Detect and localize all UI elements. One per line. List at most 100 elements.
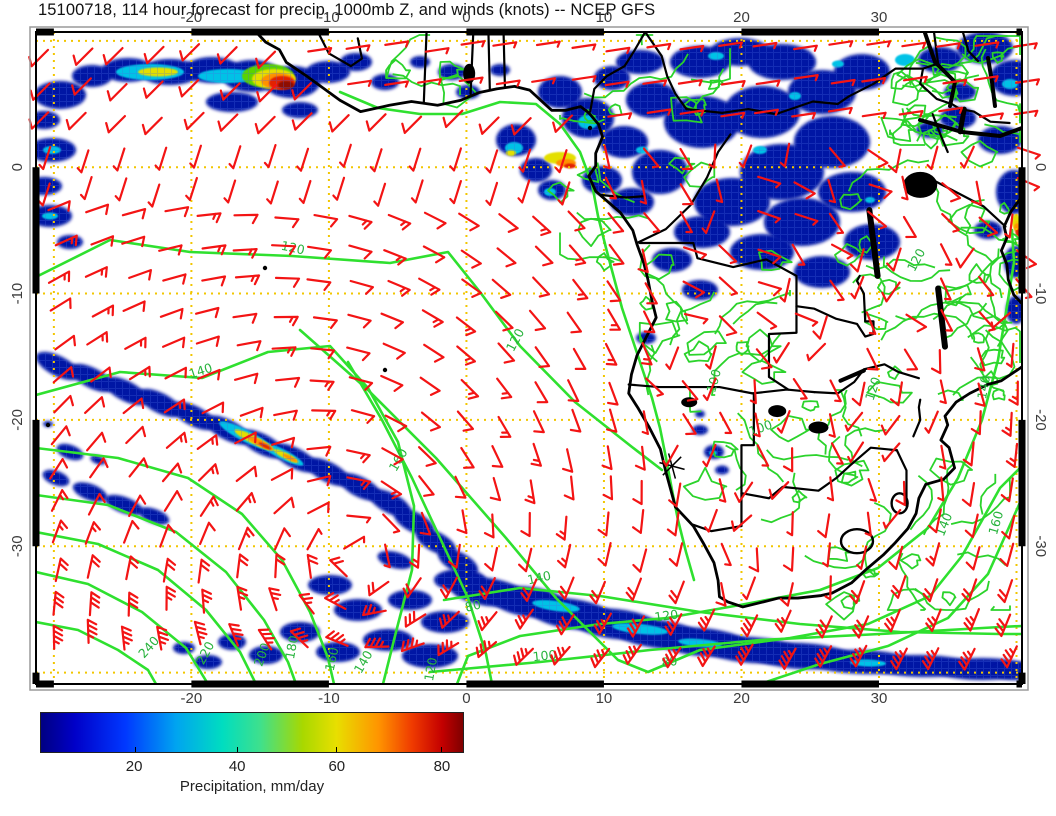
wind-barb — [346, 476, 372, 490]
wind-barb — [978, 216, 999, 237]
wind-barb — [234, 431, 257, 445]
axis-tick-label: -30 — [1032, 535, 1049, 557]
wind-barb — [645, 377, 664, 397]
wind-barb — [704, 508, 718, 533]
wind-barb — [849, 248, 865, 273]
country-border — [692, 523, 743, 533]
wind-barb — [86, 331, 109, 346]
terrain-contour — [834, 243, 865, 267]
country-border — [644, 32, 688, 111]
colorbar-tick-label: 40 — [228, 758, 246, 775]
terrain-contour — [737, 412, 785, 483]
wind-barb — [999, 542, 1015, 567]
wind-barb — [273, 409, 298, 421]
wind-barb — [718, 276, 738, 296]
wind-barb — [755, 348, 773, 370]
wind-barb — [702, 443, 717, 468]
wind-barb — [84, 396, 106, 414]
wind-barb — [408, 543, 421, 569]
wind-barb — [562, 448, 574, 473]
wind-barb — [306, 278, 332, 291]
wind-barb — [91, 304, 115, 318]
wind-barb — [569, 408, 582, 433]
wind-barb — [438, 610, 460, 629]
wind-barb — [718, 478, 727, 503]
wind-barb — [889, 381, 903, 407]
wind-barb — [970, 410, 982, 436]
wind-barb — [384, 40, 410, 48]
wind-barb — [494, 310, 514, 332]
wind-barb — [720, 80, 746, 88]
terrain-contour — [690, 48, 731, 84]
wind-barb — [275, 376, 301, 388]
terrain-contour — [438, 60, 466, 80]
wind-barb — [794, 312, 819, 327]
terrain-contour — [972, 332, 986, 344]
wind-barb — [460, 40, 486, 48]
colorbar-tick — [237, 747, 239, 752]
wind-barb — [677, 79, 703, 87]
wind-barb — [65, 111, 87, 131]
wind-barb — [381, 447, 404, 466]
wind-barb — [495, 79, 521, 87]
terrain-contour — [817, 389, 848, 455]
wind-barb — [485, 181, 499, 206]
contour-label: 80 — [463, 596, 482, 614]
wind-barb — [460, 249, 482, 269]
wind-barb — [757, 281, 782, 297]
axis-tick-label: 10 — [596, 690, 613, 707]
wind-barbs — [28, 40, 1041, 671]
terrain-contour — [899, 553, 922, 570]
wind-barb — [683, 246, 707, 260]
wind-barb — [828, 413, 836, 438]
wind-barb — [639, 179, 648, 205]
wind-barb — [643, 310, 656, 334]
wind-barb — [489, 476, 502, 502]
wind-barb — [881, 281, 901, 303]
wind-barb — [54, 334, 76, 351]
axis-tick-label: -20 — [181, 9, 203, 26]
wind-barb — [791, 243, 806, 266]
wind-barb — [642, 79, 668, 87]
wind-barb — [347, 79, 372, 87]
wind-barb — [418, 446, 437, 467]
wind-barb — [902, 75, 928, 84]
wind-barb — [925, 608, 942, 632]
terrain-contour — [961, 45, 1019, 64]
wind-barb — [1000, 645, 1018, 669]
wind-barb — [679, 44, 705, 53]
wind-barb — [524, 479, 536, 505]
terrain-contour — [711, 440, 739, 459]
terrain-contour — [839, 193, 863, 211]
wind-barb — [201, 244, 227, 256]
wind-barb — [346, 514, 372, 524]
wind-barb — [534, 381, 549, 404]
wind-barb — [753, 412, 761, 438]
terrain-contour — [770, 415, 811, 443]
wind-barb — [384, 414, 408, 433]
wind-barb — [566, 311, 582, 334]
terrain-contour — [669, 291, 716, 346]
wind-barb — [491, 445, 504, 468]
wind-barb — [291, 82, 313, 101]
wind-barb — [439, 576, 458, 599]
terrain-contour — [984, 123, 1021, 143]
colorbar-gradient — [40, 712, 464, 753]
wind-barb — [419, 511, 432, 536]
wind-barb — [154, 146, 168, 171]
wind-barb — [418, 277, 441, 296]
wind-barb — [924, 410, 939, 434]
wind-barb — [420, 411, 441, 432]
wind-barb — [829, 279, 845, 302]
wind-barb — [668, 542, 684, 567]
wind-barb — [478, 577, 496, 600]
wind-barb — [380, 480, 403, 500]
wind-barb — [239, 406, 264, 419]
terrain-contour — [991, 51, 1005, 64]
terrain-contour — [980, 348, 1006, 367]
wind-barb — [901, 41, 927, 49]
terrain-contour — [999, 201, 1011, 215]
lake — [957, 106, 967, 135]
axis-tick-label: 0 — [1032, 163, 1049, 171]
precip-colorbar: Precipitation, mm/day 20 40 60 80 — [40, 712, 464, 795]
